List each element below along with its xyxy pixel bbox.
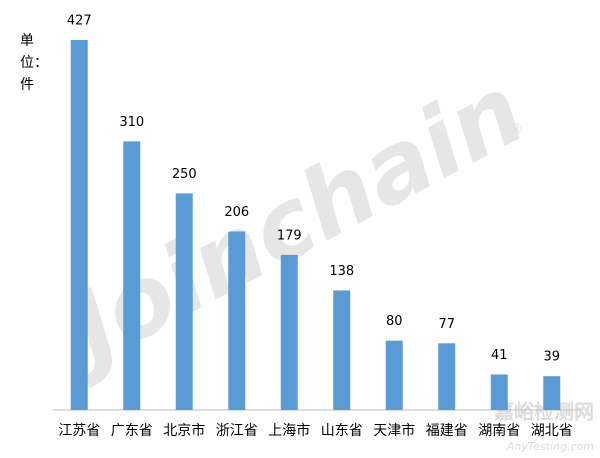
x-tick-label: 广东省 [111, 423, 153, 439]
value-label: 39 [543, 350, 560, 365]
x-tick-label: 天津市 [373, 422, 415, 439]
value-label: 179 [277, 228, 302, 243]
x-tick-label: 湖北省 [531, 423, 573, 439]
bar [385, 340, 403, 410]
value-label: 250 [172, 167, 197, 182]
x-tick-label: 浙江省 [216, 423, 258, 439]
bar [70, 40, 88, 410]
x-tick-label: 山东省 [321, 423, 363, 439]
bar [490, 374, 508, 410]
watermark-registered: ® [508, 120, 524, 139]
bar [543, 376, 561, 410]
value-label: 310 [119, 115, 144, 130]
bar [438, 343, 456, 410]
value-label: 138 [329, 264, 354, 279]
watermark-site-en: AnyTesting.com [506, 440, 594, 453]
value-label: 427 [67, 14, 92, 29]
bar [175, 193, 193, 410]
bar [123, 141, 141, 411]
value-label: 206 [224, 205, 249, 220]
bar [228, 231, 246, 410]
bar [280, 254, 298, 410]
unit-label: 单位：件 [20, 33, 48, 93]
bar [333, 290, 351, 410]
x-tick-label: 北京市 [163, 422, 205, 439]
x-tick-label: 上海市 [268, 422, 310, 439]
value-label: 80 [386, 314, 403, 329]
x-tick-label: 湖南省 [478, 423, 520, 439]
x-tick-label: 江苏省 [58, 423, 100, 439]
value-label: 77 [438, 317, 455, 332]
x-tick-label: 福建省 [426, 423, 468, 439]
value-label: 41 [491, 348, 508, 363]
